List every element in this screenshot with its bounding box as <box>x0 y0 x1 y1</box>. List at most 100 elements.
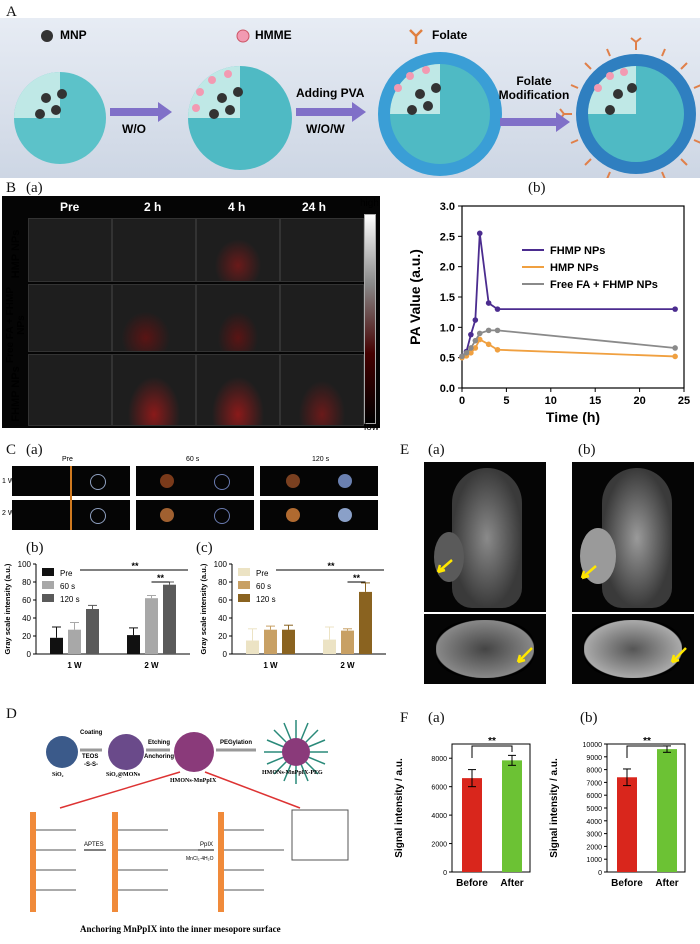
y-tick-label: 7000 <box>586 780 602 787</box>
bar <box>246 640 259 654</box>
col-pre: Pre <box>60 200 80 214</box>
legend-swatch <box>238 581 250 589</box>
y-tick-label: 20 <box>22 632 31 641</box>
y-tick-label: 0 <box>443 870 447 877</box>
y-tick-label: 20 <box>218 632 227 641</box>
significance-label: ** <box>131 561 139 571</box>
data-point <box>476 330 483 337</box>
data-point <box>485 327 492 334</box>
panel-c-label: C <box>6 442 17 458</box>
data-point <box>672 306 678 312</box>
bar <box>282 629 295 654</box>
folate-icon <box>409 29 423 44</box>
y-tick-label: 0.0 <box>440 383 455 395</box>
bar <box>502 760 522 872</box>
x-tick-label: 20 <box>633 395 645 407</box>
mri-col-120: 120 s <box>312 456 330 463</box>
significance-bracket <box>471 745 513 758</box>
y-tick-label: 4000 <box>431 813 447 820</box>
arrow-icon <box>204 771 301 809</box>
step-wow: W/O/W <box>306 122 345 136</box>
data-point <box>476 336 483 343</box>
data-point <box>468 345 474 351</box>
data-point <box>472 345 479 351</box>
bar <box>68 629 81 654</box>
category-label: 2 W <box>144 661 159 670</box>
col-4h: 4 h <box>228 200 246 214</box>
bar <box>145 598 158 654</box>
y-tick-label: 0 <box>598 870 602 877</box>
data-point <box>494 346 501 353</box>
legend-label: 120 s <box>256 595 276 604</box>
category-label: After <box>655 878 678 889</box>
y-tick-label: 6000 <box>431 785 447 792</box>
y-axis-label: Signal intensity / a.u. <box>394 758 405 858</box>
y-tick-label: 4000 <box>586 819 602 826</box>
mri-col-60: 60 s <box>186 456 200 463</box>
peg-particle-icon <box>264 720 328 784</box>
y-tick-label: 1000 <box>586 857 602 864</box>
name-sio2: SiO₂ <box>52 772 64 778</box>
x-tick-label: 10 <box>545 395 557 407</box>
category-label: 1 W <box>263 661 278 670</box>
hmme-icon <box>236 29 250 43</box>
data-point <box>494 306 501 312</box>
y-tick-label: 100 <box>214 560 228 569</box>
y-tick-label: 80 <box>218 578 227 587</box>
panel-a-scheme <box>14 29 700 186</box>
particle-2-icon <box>188 66 292 170</box>
legend-folate: Folate <box>432 28 468 42</box>
data-point <box>468 331 474 338</box>
panel-d-label: D <box>6 706 17 722</box>
bar <box>127 635 140 654</box>
legend-label: Pre <box>256 569 269 578</box>
data-point <box>459 353 465 360</box>
bar <box>341 630 354 654</box>
col-24h: 24 h <box>302 200 327 214</box>
y-tick-label: 3000 <box>586 832 602 839</box>
bar <box>657 749 677 872</box>
x-tick-label: 15 <box>589 395 601 407</box>
x-tick-label: 0 <box>459 395 465 407</box>
pa-line-chart: 0.0 0.5 1.0 1.5 2.0 2.5 3.0 0 5 10 15 20 25 Time (h) P… <box>407 201 690 425</box>
step-pegylation: PEGylation <box>220 740 253 746</box>
step-etching: Etching <box>148 740 170 746</box>
gray-bar-chart-b: 0 20 40 60 80 100 Gray scale intensity (a.u.) 1… <box>3 560 190 670</box>
category-label: Before <box>456 878 488 889</box>
step-pva: Adding PVA <box>296 86 365 100</box>
mri-row-1w: 1 W <box>2 478 15 485</box>
data-point <box>463 350 470 356</box>
y-tick-label: 2.0 <box>440 262 455 274</box>
step-teos: TEOS <box>82 754 99 760</box>
bar <box>462 778 482 872</box>
y-tick-label: 2000 <box>586 844 602 851</box>
mri-image-b <box>572 462 694 684</box>
data-point <box>485 300 492 306</box>
sio2-particle-icon <box>46 736 78 768</box>
colorbar-low: low <box>364 422 380 433</box>
panel-a-banner: MNP HMME Folate W/O Adding PVA W/O/W Fol… <box>0 18 700 186</box>
data-point <box>476 230 483 237</box>
pa-image-grid: Pre 2 h 4 h 24 h <box>2 196 380 428</box>
name-hmons-mnppix: HMONs-MnPpIX <box>170 778 217 784</box>
bar <box>359 591 372 654</box>
panel-f-a-label: (a) <box>428 710 445 726</box>
category-label: Before <box>611 878 643 889</box>
x-axis-label: Time (h) <box>546 409 600 425</box>
col-2h: 2 h <box>144 200 162 214</box>
y-axis-label: Signal intensity / a.u. <box>549 758 560 858</box>
colorbar-high: high <box>360 198 379 209</box>
panel-f-b-label: (b) <box>580 710 598 726</box>
mnp-icon <box>41 30 53 42</box>
arrow-icon <box>580 565 597 580</box>
legend-swatch <box>238 568 250 576</box>
data-point <box>672 345 678 351</box>
panel-a-label: A <box>6 4 17 20</box>
row-label-hmp: HMP NPs <box>10 229 22 279</box>
bar <box>50 637 63 654</box>
legend-label: Pre <box>60 569 73 578</box>
y-tick-label: 40 <box>218 614 227 623</box>
bar <box>264 629 277 654</box>
name-hmons-peg: HMONs-MnPpIX-PEG <box>262 770 323 776</box>
signal-bar-chart-b: 0 1000 2000 3000 4000 5000 6000 7000 8000 9000 100… <box>549 736 686 889</box>
